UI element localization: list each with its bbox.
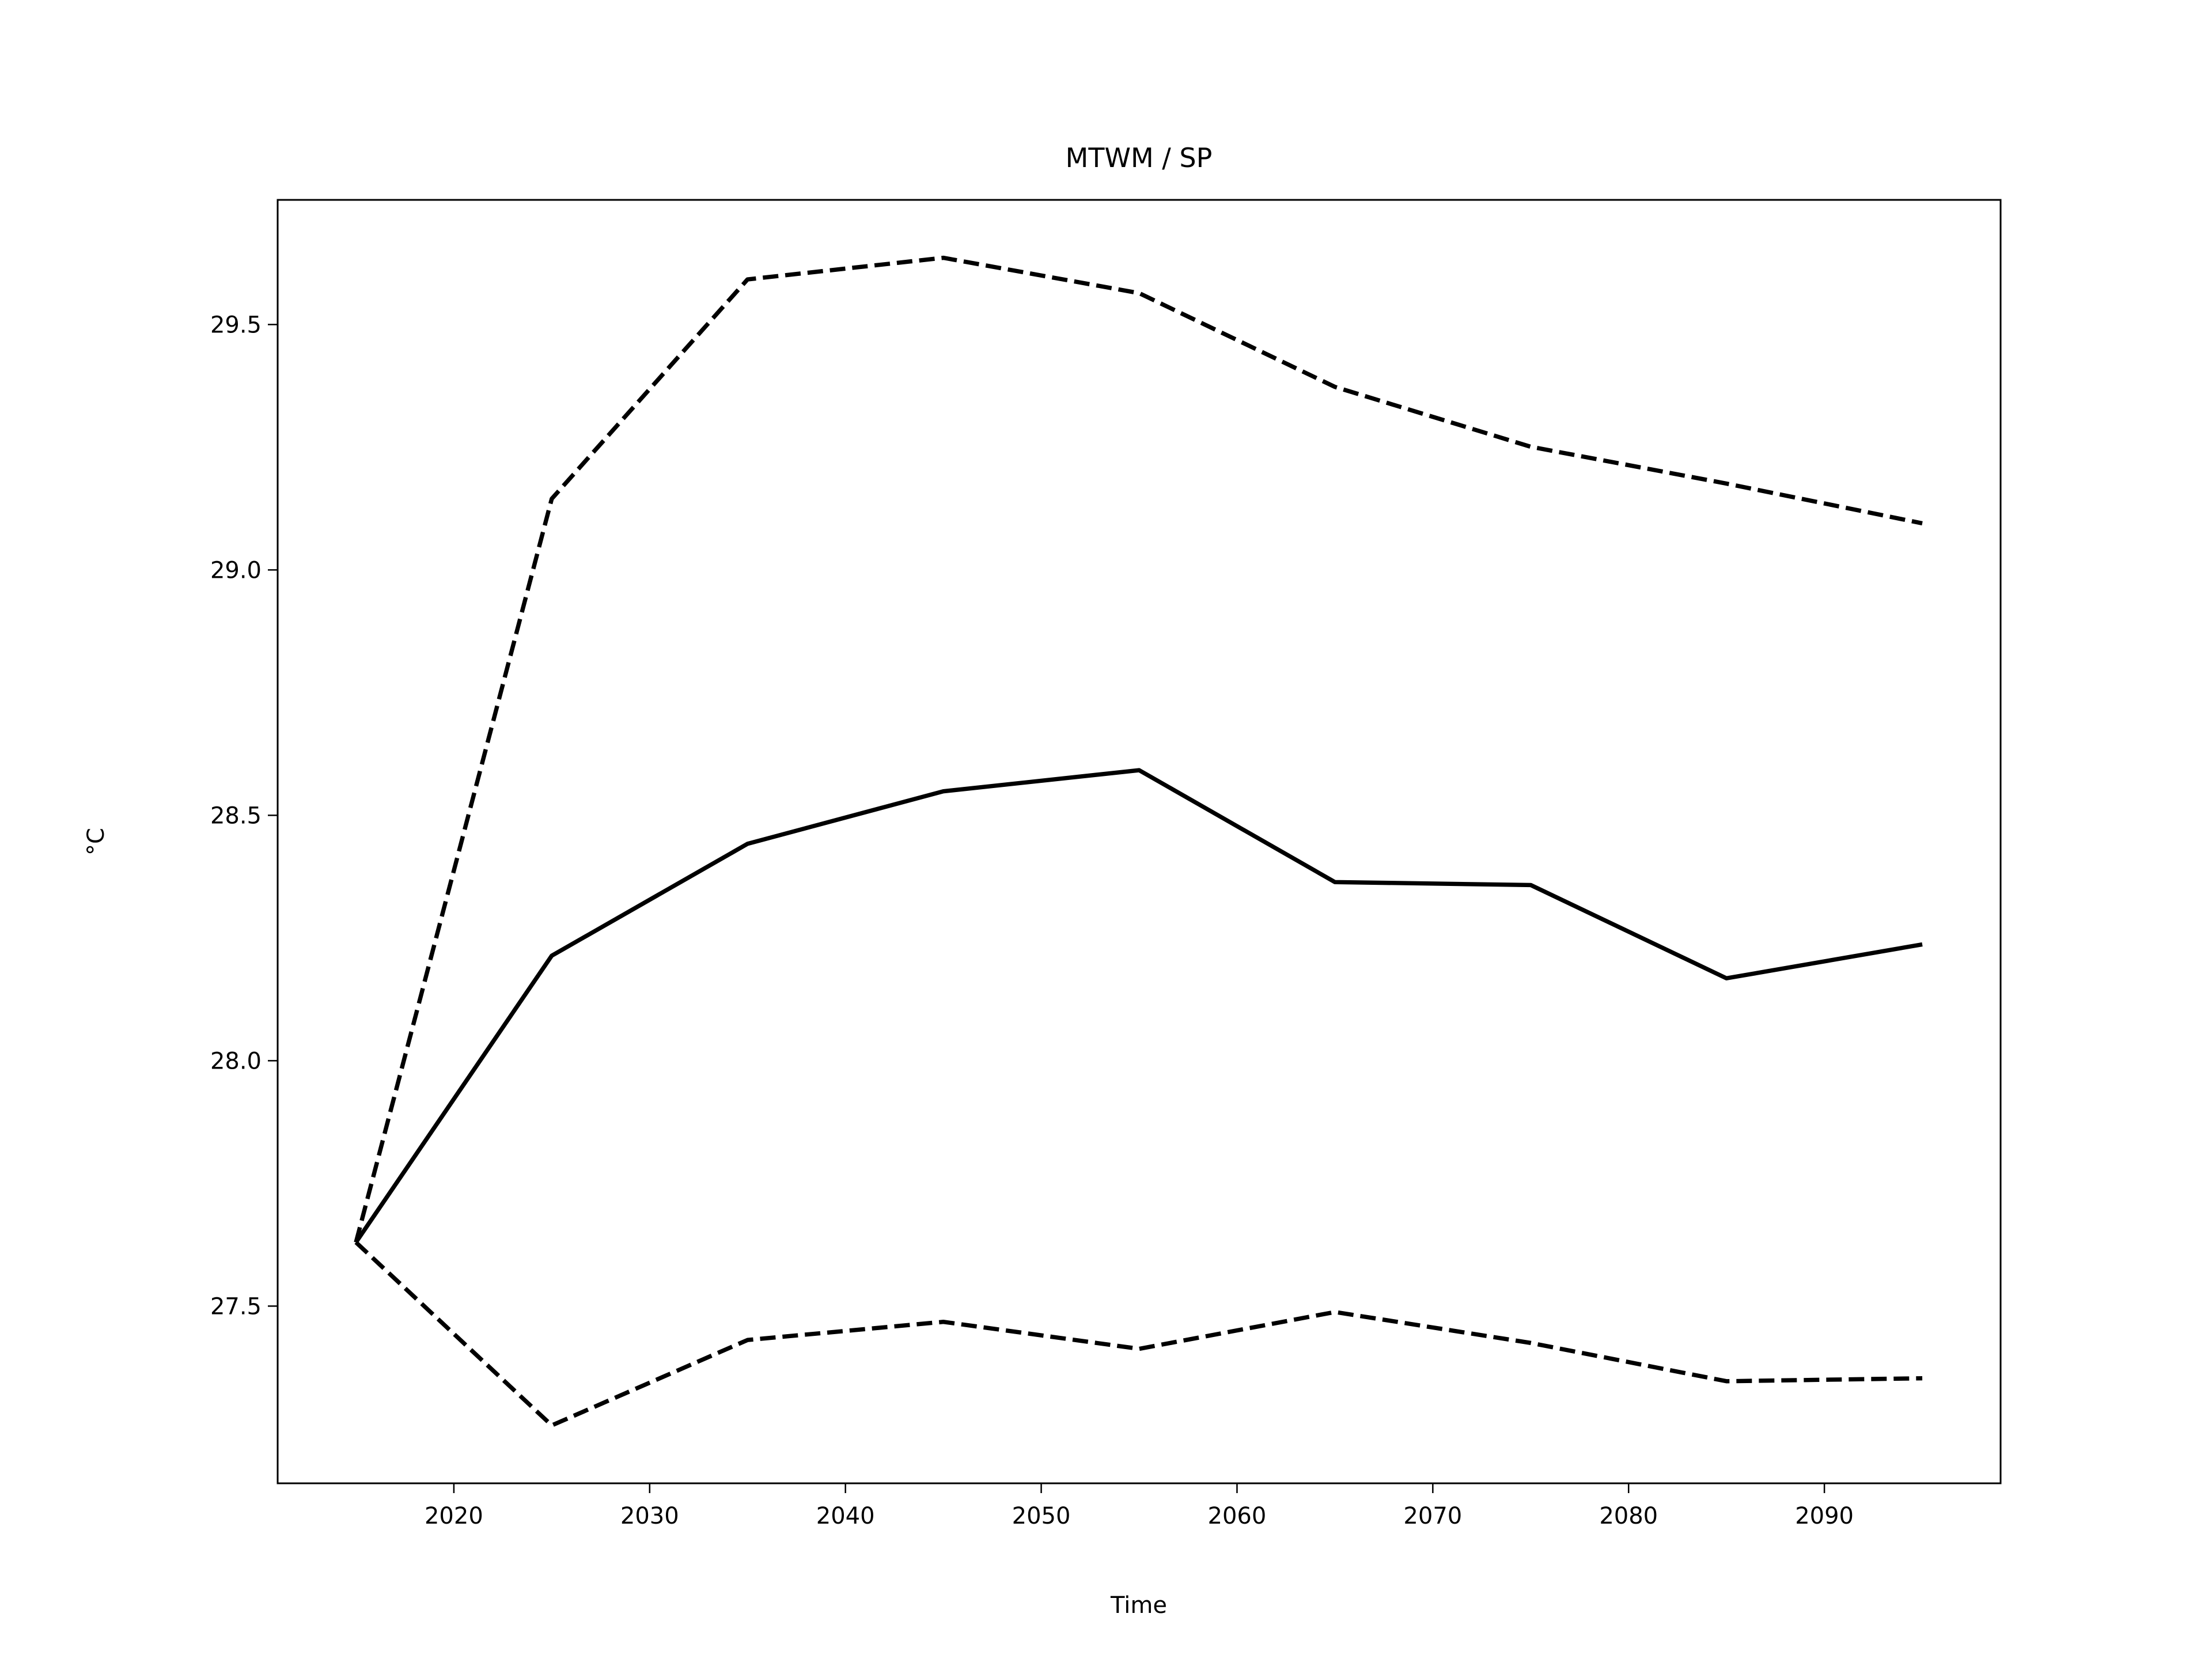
y-axis-label: °C bbox=[83, 828, 109, 855]
x-tick-label: 2040 bbox=[816, 1503, 875, 1529]
y-tick-label: 28.5 bbox=[210, 802, 262, 829]
x-tick-label: 2080 bbox=[1599, 1503, 1658, 1529]
line-series bbox=[354, 768, 1923, 1244]
x-tick-label: 2030 bbox=[620, 1503, 679, 1529]
line-series bbox=[354, 255, 1923, 1243]
x-tick-label: 2060 bbox=[1208, 1503, 1267, 1529]
y-tick-label: 28.0 bbox=[210, 1048, 262, 1074]
x-tick-label: 2050 bbox=[1012, 1503, 1071, 1529]
y-tick-label: 29.0 bbox=[210, 557, 262, 584]
plot-frame bbox=[276, 199, 2002, 1484]
x-tick-label: 2020 bbox=[425, 1503, 483, 1529]
x-tick-label: 2070 bbox=[1403, 1503, 1462, 1529]
y-tick-label: 29.5 bbox=[210, 312, 262, 338]
x-axis-label: Time bbox=[1110, 1592, 1167, 1619]
line-series bbox=[354, 1240, 1923, 1428]
y-tick-label: 27.5 bbox=[210, 1293, 262, 1320]
x-tick-label: 2090 bbox=[1795, 1503, 1854, 1529]
chart-title: MTWM / SP bbox=[1066, 142, 1213, 173]
